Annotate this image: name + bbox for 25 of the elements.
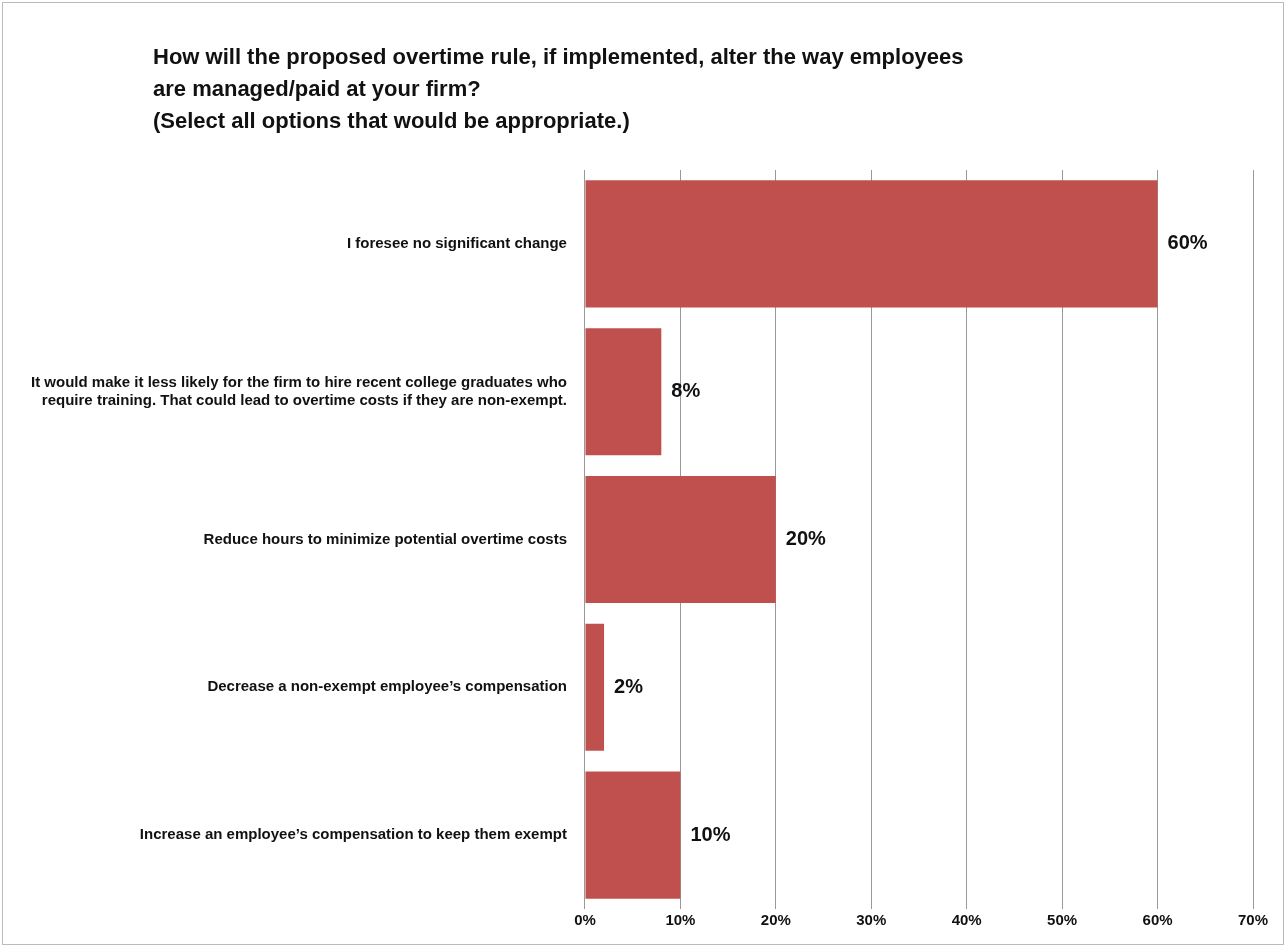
x-tick-label: 60% bbox=[1142, 911, 1173, 929]
x-tick-label: 10% bbox=[665, 911, 696, 929]
x-tick-label: 0% bbox=[574, 911, 596, 929]
x-tick-label: 30% bbox=[856, 911, 887, 929]
bar bbox=[585, 771, 681, 899]
bar bbox=[585, 475, 776, 604]
data-label: 8% bbox=[671, 379, 701, 402]
bar bbox=[585, 623, 605, 751]
x-tick-label: 70% bbox=[1237, 911, 1269, 929]
text: (Select all options that would be appropriate.) bbox=[153, 107, 631, 135]
y-tick-label: Increase an employee’s compensation to keep them exempt bbox=[139, 825, 567, 843]
x-tick-label: 40% bbox=[951, 911, 982, 929]
y-tick-label: Decrease a non-exempt employee’s compensation bbox=[207, 677, 567, 695]
y-tick-label: Reduce hours to minimize potential overtime costs bbox=[203, 529, 567, 547]
chart-title: How will the proposed overtime rule, if implemented, alter the way employees are managed/paid at your firm? bbox=[153, 43, 965, 103]
data-label: 20% bbox=[785, 527, 827, 550]
data-label: 60% bbox=[1167, 231, 1208, 254]
data-label: 2% bbox=[614, 674, 644, 697]
y-tick-label: I foresee no significant change bbox=[346, 234, 567, 252]
x-tick-label: 20% bbox=[760, 911, 791, 929]
y-tick-label: It would make it less likely for the firm to hire recent college graduates who require training. That could lead to overtime costs if they are non-exempt. bbox=[30, 372, 567, 408]
x-tick-label: 50% bbox=[1047, 911, 1078, 929]
bar bbox=[585, 328, 662, 456]
bar bbox=[585, 180, 1158, 308]
data-label: 10% bbox=[690, 822, 731, 845]
